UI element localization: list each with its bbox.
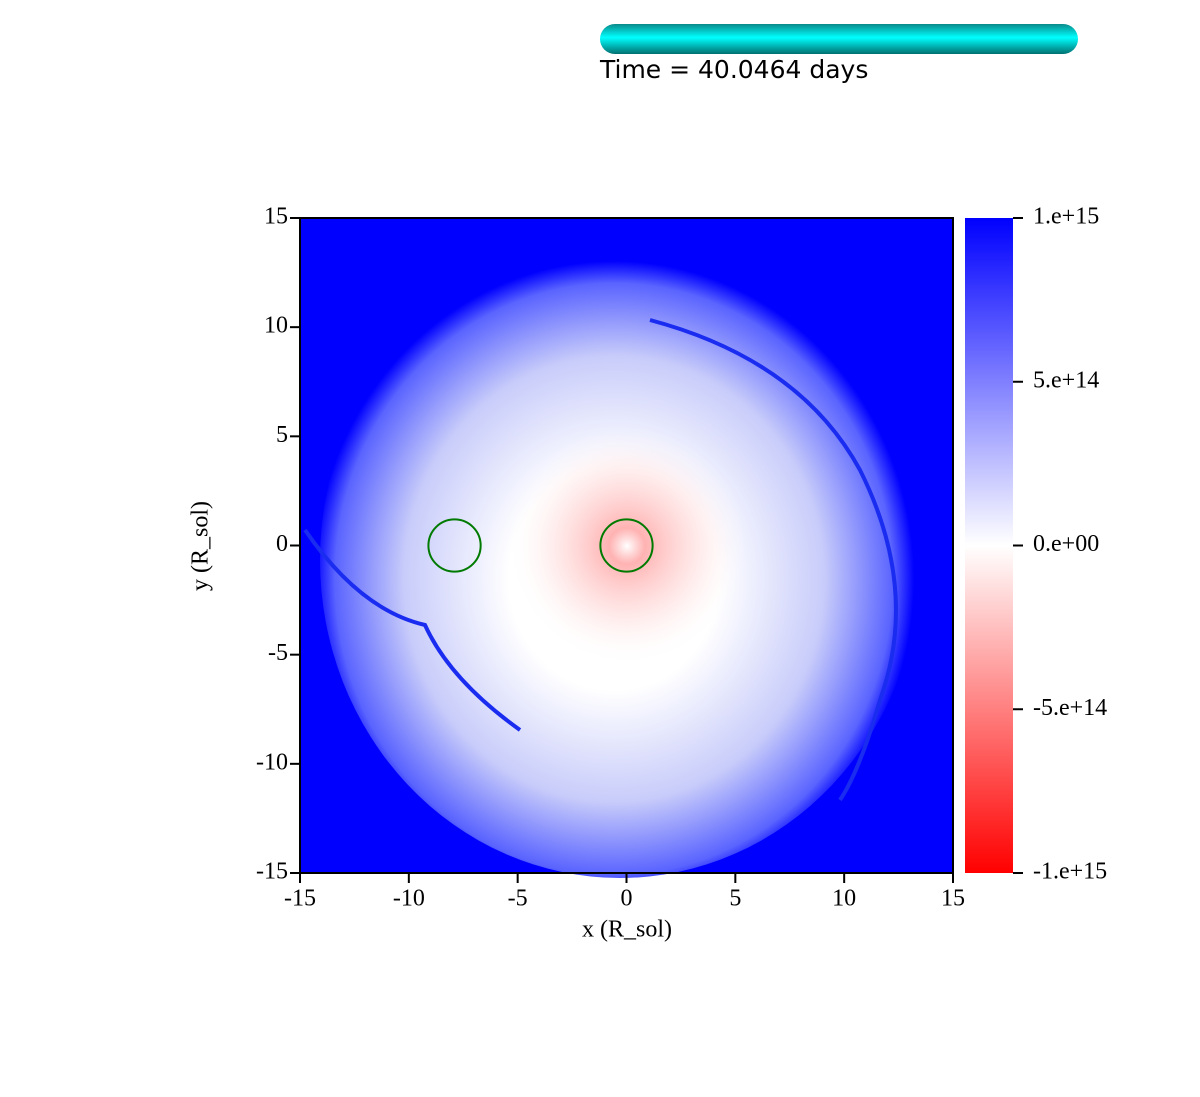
- shock-front: [649, 318, 898, 802]
- colorbar-tick-label: -5.e+14: [1033, 695, 1107, 721]
- y-tick-label: -5: [268, 640, 288, 666]
- y-tick-label: 0: [276, 531, 288, 557]
- field: [300, 218, 953, 878]
- y-tick-label: -15: [256, 859, 288, 885]
- sink-circle: [427, 518, 482, 573]
- y-tick-label: 5: [276, 422, 288, 448]
- sink-circle: [599, 518, 654, 573]
- shock-front: [303, 528, 522, 732]
- colorbar-tick-label: 0.e+00: [1033, 531, 1099, 557]
- time-bar: [600, 24, 1078, 54]
- y-tick-label: -10: [256, 749, 288, 775]
- x-tick-label: -5: [508, 886, 528, 912]
- colorbar-tick-label: -1.e+15: [1033, 859, 1107, 885]
- y-tick-label: 10: [264, 313, 288, 339]
- x-tick-label: -10: [393, 886, 425, 912]
- y-tick-label: 15: [264, 204, 288, 230]
- time-label: Time = 40.0464 days: [599, 55, 868, 84]
- x-tick-label: 0: [621, 886, 633, 912]
- x-tick-label: -15: [284, 886, 316, 912]
- x-tick-label: 5: [729, 886, 741, 912]
- x-tick-label: 15: [941, 886, 965, 912]
- field-core: [507, 426, 747, 666]
- colorbar: [965, 218, 1013, 873]
- x-axis-label: x (R_sol): [582, 917, 672, 943]
- colorbar-tick-label: 5.e+14: [1033, 367, 1099, 393]
- colorbar-tick-label: 1.e+15: [1033, 204, 1099, 230]
- x-tick-label: 10: [832, 886, 856, 912]
- y-axis-label: y (R_sol): [188, 501, 214, 591]
